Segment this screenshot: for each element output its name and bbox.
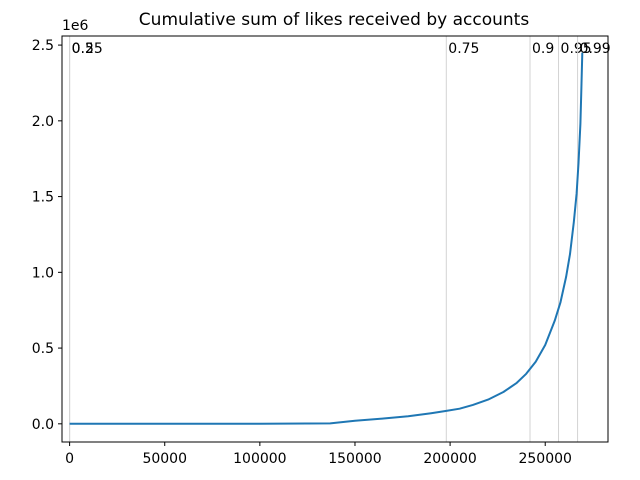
- y-tick-label-2: 1.0: [32, 265, 54, 281]
- y-offset-label: 1e6: [62, 18, 89, 34]
- y-tick-label-5: 2.5: [32, 38, 54, 54]
- x-tick-label-2: 100000: [233, 451, 286, 467]
- quantile-label-5: 0.99: [580, 41, 611, 57]
- series-line-0: [69, 52, 584, 425]
- x-tick-label-5: 250000: [518, 451, 571, 467]
- quantile-label-0: 0.25: [72, 41, 103, 57]
- y-tick-label-0: 0.0: [32, 417, 54, 433]
- y-tick-label-1: 0.5: [32, 341, 54, 357]
- x-tick-label-3: 150000: [328, 451, 381, 467]
- quantile-label-3: 0.9: [532, 41, 554, 57]
- quantile-label-1: 0.5: [72, 41, 94, 57]
- x-tick-label-0: 0: [65, 451, 74, 467]
- x-tick-label-4: 200000: [423, 451, 476, 467]
- plot-frame: [61, 35, 609, 443]
- y-tick-label-3: 1.5: [32, 190, 54, 206]
- x-tick-label-1: 50000: [142, 451, 187, 467]
- quantile-label-2: 0.75: [448, 41, 479, 57]
- y-axis: 0.0 0.5 1.0 1.5 2.0 2.5: [32, 38, 62, 433]
- quantile-lines: 0.250.5 0.75 0.9 0.950.99: [69, 36, 611, 442]
- x-axis: 0 50000 100000 150000 200000 250000: [65, 442, 572, 467]
- quantile-label-4: 0.95: [561, 41, 592, 57]
- y-tick-label-4: 2.0: [32, 114, 54, 130]
- chart-title: Cumulative sum of likes received by acco…: [139, 10, 530, 30]
- series-layer: [69, 52, 584, 425]
